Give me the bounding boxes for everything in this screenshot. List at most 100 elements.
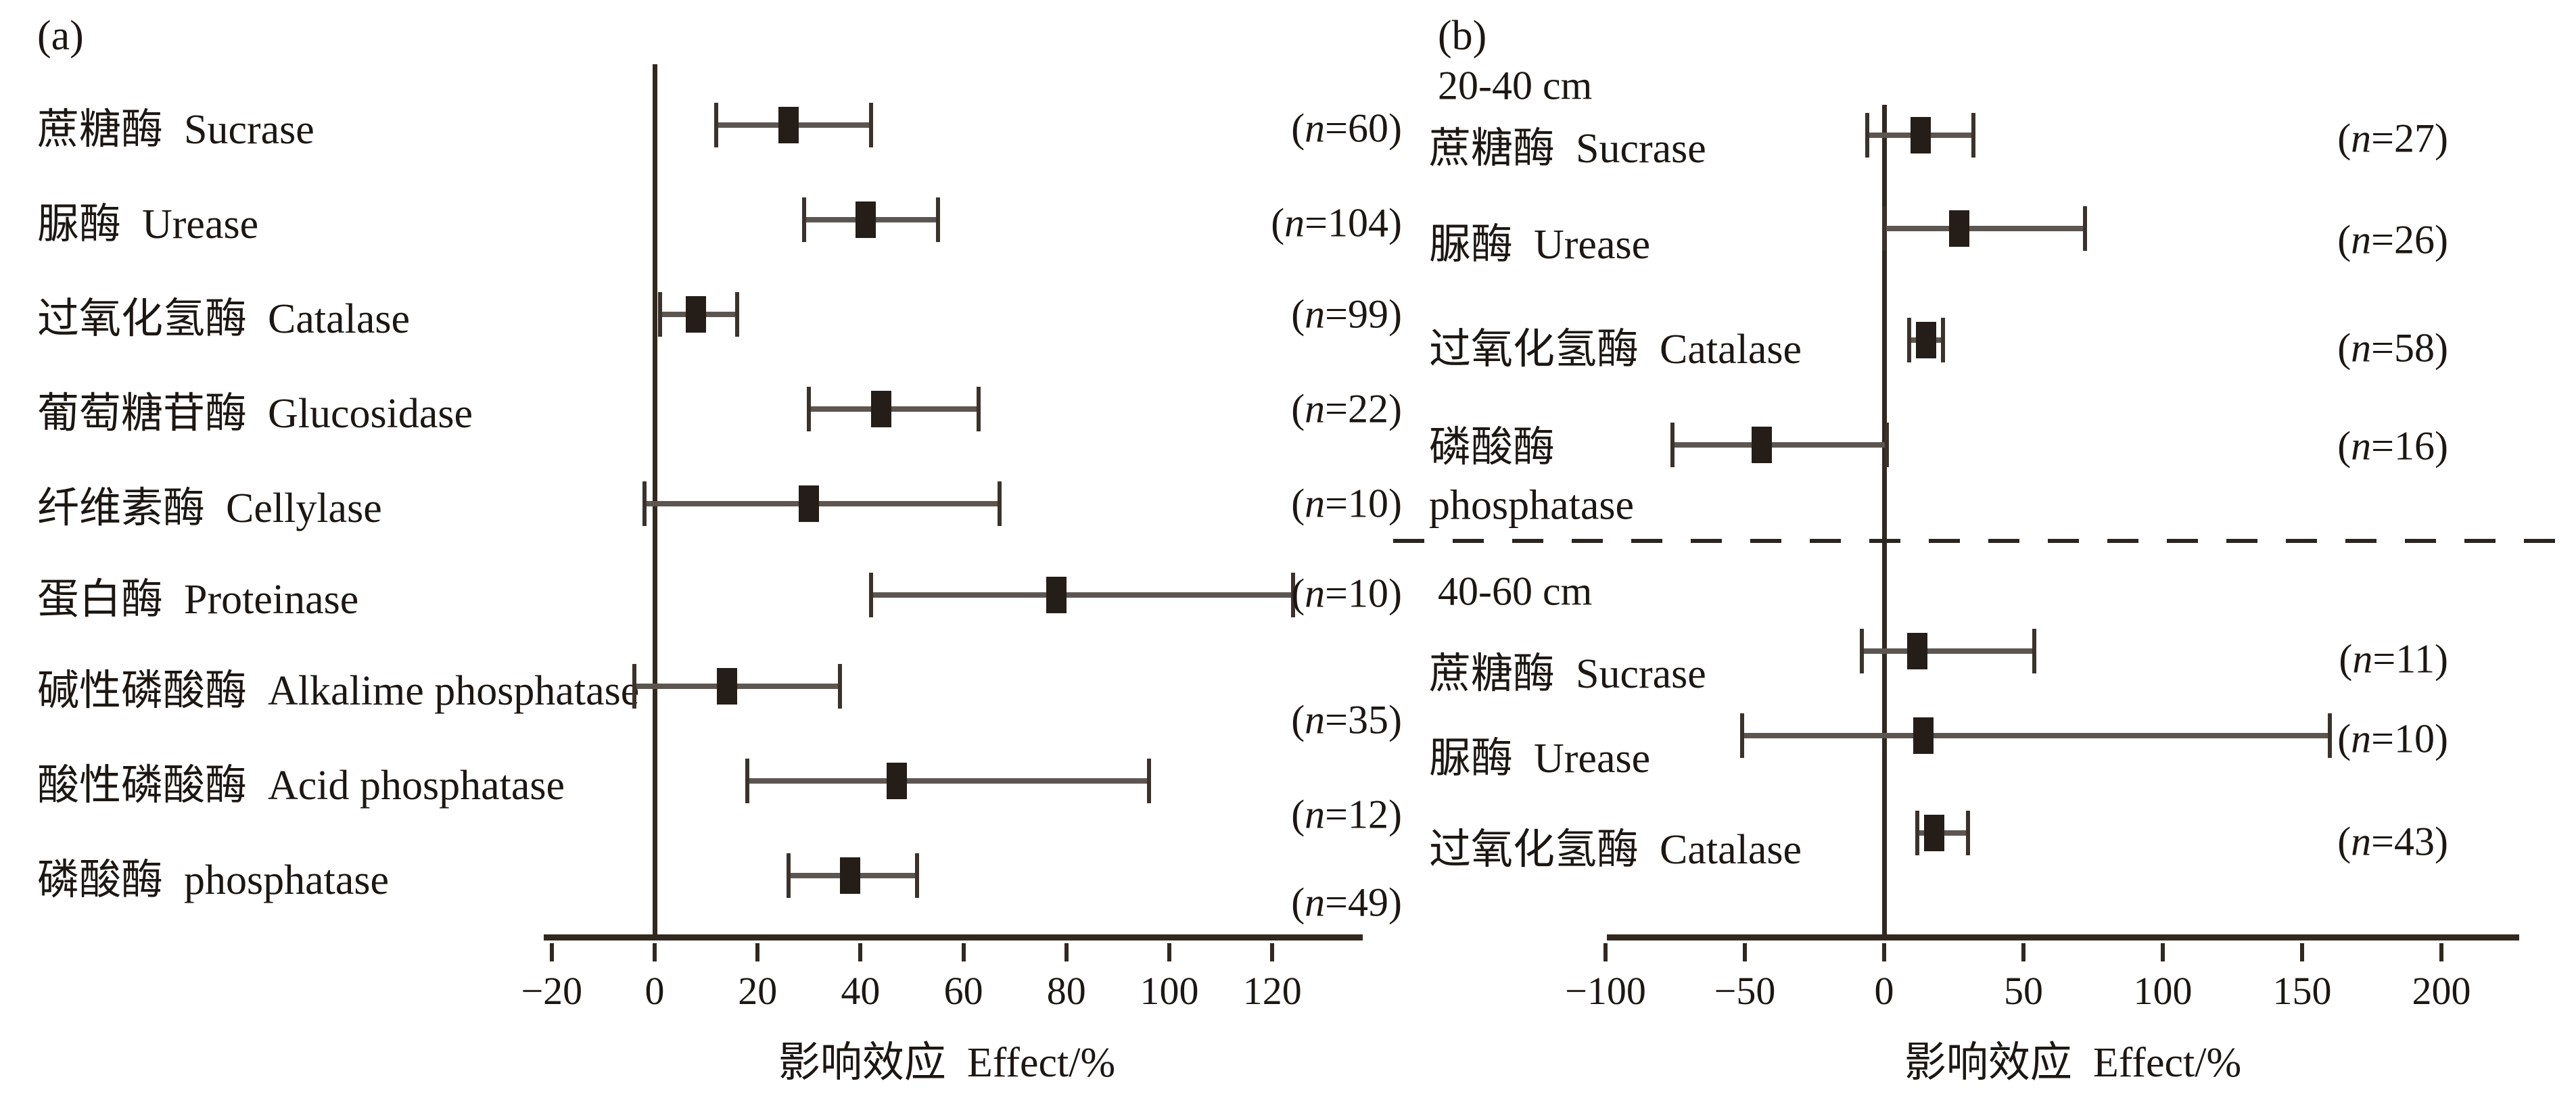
ci-cap-right (1965, 811, 1970, 855)
mean-marker (856, 201, 876, 238)
mean-marker (870, 391, 891, 427)
panel-b-axis-title: 影响效应 Effect/% (1904, 1040, 2242, 1086)
ci-cap-left (1882, 206, 1886, 251)
ci-cap-left (1907, 318, 1912, 362)
mean-marker (716, 668, 737, 705)
ci-cap-left (1739, 713, 1744, 758)
row-label: 葡萄糖苷酶 Glucosidase (37, 391, 473, 437)
x-axis-tick-label: 60 (943, 969, 983, 1013)
row-label: 磷酸酶 (1429, 425, 1555, 471)
ci-line (1862, 648, 2035, 654)
row-label: 过氧化氢酶 Catalase (1429, 827, 1802, 873)
row-label: 脲酶 Urease (1429, 736, 1651, 782)
x-axis-tick-label: −20 (521, 969, 583, 1013)
x-axis-tick (1167, 943, 1171, 961)
x-axis-tick (1743, 943, 1747, 961)
row-label: 酸性磷酸酶 Acid phosphatase (37, 763, 565, 809)
row-label: 蛋白酶 Proteinase (37, 577, 359, 623)
mean-marker (1046, 577, 1067, 613)
ci-cap-left (1860, 629, 1865, 673)
x-axis-line (1607, 934, 2519, 940)
ci-line (747, 778, 1149, 784)
ci-cap-right (997, 481, 1002, 526)
ci-cap-right (1146, 759, 1151, 803)
x-axis-tick (2439, 943, 2443, 961)
x-axis-tick-label: −100 (1565, 969, 1646, 1013)
ci-cap-right (935, 197, 940, 242)
sample-size-label: (n=99) (1291, 291, 1402, 337)
ci-cap-left (1670, 423, 1675, 467)
ci-cap-left (657, 292, 662, 337)
ci-cap-left (1915, 811, 1920, 855)
row-label: 脲酶 Urease (1429, 222, 1651, 268)
mean-marker (778, 107, 799, 143)
x-axis-tick (549, 943, 554, 961)
x-axis-tick-label: 100 (2133, 969, 2193, 1013)
mean-marker (1924, 815, 1945, 851)
sample-size-label: (n=10) (1291, 571, 1402, 616)
group-divider-dashed-line (1393, 539, 2567, 543)
mean-marker (1915, 322, 1936, 358)
x-axis-tick (1064, 943, 1069, 961)
ci-line (870, 592, 1293, 598)
mean-marker (1913, 717, 1934, 754)
x-axis-tick (1882, 943, 1886, 961)
x-axis-tick-label: 200 (2412, 969, 2471, 1013)
panel-a-axis-title: 影响效应 Effect/% (778, 1040, 1116, 1086)
x-axis-tick (755, 943, 760, 961)
sample-size-label: (n=104) (1271, 200, 1402, 245)
ci-cap-right (2082, 206, 2087, 251)
ci-cap-right (2328, 713, 2333, 758)
ci-cap-right (1290, 573, 1295, 617)
row-label: 纤维素酶 Cellylase (37, 485, 382, 531)
mean-marker (840, 857, 861, 894)
ci-cap-left (632, 664, 636, 709)
sample-size-label: (n=26) (2337, 217, 2448, 262)
ci-cap-right (1940, 318, 1945, 362)
x-axis-tick-label: 0 (1874, 969, 1894, 1013)
sample-size-label: (n=58) (2337, 325, 2448, 371)
ci-line (644, 501, 1000, 506)
ci-line (634, 684, 840, 689)
ci-cap-right (1971, 113, 1975, 158)
mean-marker (685, 296, 706, 333)
row-label: 蔗糖酶 Sucrase (1429, 126, 1706, 172)
x-axis-tick-label: 120 (1242, 969, 1302, 1013)
x-axis-tick (1270, 943, 1275, 961)
panel-a-tag: (a) (37, 13, 84, 59)
x-axis-tick (2300, 943, 2304, 961)
x-axis-tick (2021, 943, 2025, 961)
x-axis-tick-label: 150 (2272, 969, 2332, 1013)
zero-reference-line (653, 64, 657, 937)
mean-marker (1949, 210, 1970, 247)
row-label: 磷酸酶 phosphatase (37, 857, 390, 903)
mean-marker (799, 485, 820, 522)
mean-marker (1751, 427, 1772, 463)
ci-line (809, 406, 979, 412)
row-label: 蔗糖酶 Sucrase (37, 107, 314, 153)
sample-size-label: (n=35) (1291, 697, 1402, 742)
ci-cap-right (868, 103, 873, 147)
ci-cap-left (786, 853, 791, 898)
sample-size-label: (n=11) (2339, 636, 2448, 682)
panel-b-tag: (b) (1438, 13, 1487, 59)
x-axis-tick (2161, 943, 2165, 961)
sample-size-label: (n=27) (2337, 116, 2448, 161)
row-label: 过氧化氢酶 Catalase (1429, 327, 1802, 373)
x-axis-tick-label: 20 (738, 969, 778, 1013)
ci-line (1672, 442, 1888, 448)
ci-cap-right (734, 292, 739, 337)
ci-cap-left (868, 573, 873, 617)
ci-line (1884, 226, 2085, 231)
sample-size-label: (n=22) (1291, 386, 1402, 431)
mean-marker (1907, 633, 1928, 669)
ci-cap-right (837, 664, 842, 709)
sample-size-label: (n=10) (2337, 716, 2448, 761)
ci-cap-left (642, 481, 647, 526)
sample-size-label: (n=12) (1291, 792, 1402, 837)
x-axis-tick-label: 0 (645, 969, 665, 1013)
row-label: 过氧化氢酶 Catalase (37, 296, 411, 342)
ci-cap-left (745, 759, 749, 803)
ci-line (1741, 733, 2331, 738)
